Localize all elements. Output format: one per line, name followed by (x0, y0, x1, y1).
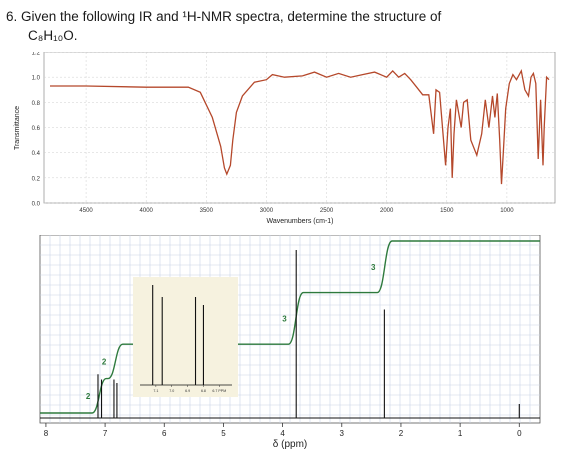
ir-x-axis-label: Wavenumbers (cm-1) (266, 218, 333, 225)
ir-x-tick-label: 4500 (79, 208, 93, 214)
nmr-inset-ticks: 7.1 7.0 6.9 6.8 6.7 PPM (153, 385, 226, 393)
nmr-x-tick-label: 7 (103, 429, 108, 438)
ir-x-tick-label: 1500 (440, 208, 454, 214)
nmr-integral-label: 3 (282, 314, 287, 323)
nmr-inset-tick-label: 7.1 (153, 389, 158, 393)
ir-y-tick-label: 0.4 (32, 151, 41, 157)
nmr-x-tick-label: 2 (399, 429, 404, 438)
question-block: 6. Given the following IR and ¹H-NMR spe… (6, 7, 566, 45)
nmr-inset-tick-label: 6.7 PPM (212, 389, 226, 393)
ir-grid (44, 52, 555, 204)
nmr-inset-peaks (140, 285, 232, 386)
nmr-inset-tick-label: 6.8 (201, 389, 206, 393)
nmr-x-tick-label: 5 (221, 429, 226, 438)
ir-trace (50, 68, 550, 185)
nmr-grid (40, 235, 540, 423)
nmr-x-tick-label: 4 (280, 429, 285, 438)
nmr-integral-label: 3 (371, 263, 376, 272)
ir-x-ticks: 4500 4000 3500 3000 2500 2000 1500 1000 (79, 208, 514, 214)
nmr-integral-labels: 2 2 3 3 (86, 263, 376, 401)
nmr-x-ticks: 8 7 6 5 4 3 2 1 0 (44, 423, 522, 438)
ir-y-tick-label: 1.0 (32, 76, 41, 82)
ir-y-tick-label: 0.0 (32, 202, 41, 208)
nmr-spectrum: 8 7 6 5 4 3 2 1 0 2 2 3 3 7.1 7.0 6.9 6.8 6.7 PPM δ (pp… (39, 235, 541, 450)
nmr-inset-frame (133, 277, 238, 397)
ir-y-axis-label: Transmittance (14, 106, 21, 150)
question-line-2: C₈H₁₀O. (6, 26, 566, 45)
question-line-1: 6. Given the following IR and ¹H-NMR spe… (6, 7, 566, 26)
ir-x-tick-label: 2000 (380, 208, 394, 214)
ir-x-tick-label: 3000 (260, 208, 274, 214)
ir-y-ticks: 0.0 0.2 0.4 0.6 0.8 1.0 1.2 (32, 52, 41, 208)
ir-y-tick-label: 0.2 (32, 176, 41, 182)
ir-spectrum: 0.0 0.2 0.4 0.6 0.8 1.0 1.2 4500 4000 3500 3000 25… (14, 52, 556, 225)
nmr-x-tick-label: 1 (458, 429, 463, 438)
ir-x-tick-label: 3500 (200, 208, 214, 214)
nmr-x-tick-label: 6 (162, 429, 167, 438)
nmr-x-tick-label: 0 (517, 429, 522, 438)
ir-y-tick-label: 0.6 (32, 126, 41, 132)
nmr-integral-label: 2 (102, 357, 107, 366)
nmr-x-axis-label: δ (ppm) (273, 439, 307, 450)
ir-x-tick-label: 4000 (140, 208, 154, 214)
ir-y-tick-label: 1.2 (32, 52, 41, 57)
ir-x-tick-label: 1000 (500, 208, 514, 214)
nmr-x-tick-label: 8 (44, 429, 49, 438)
nmr-inset: 7.1 7.0 6.9 6.8 6.7 PPM (133, 277, 238, 397)
nmr-integral-label: 2 (86, 392, 91, 401)
nmr-peaks (97, 250, 520, 418)
nmr-inset-tick-label: 6.9 (185, 389, 190, 393)
ir-y-tick-label: 0.8 (32, 101, 41, 107)
question-text: Given the following IR and ¹H-NMR spectr… (21, 9, 442, 24)
question-number: 6. (6, 9, 18, 24)
ir-x-tick-label: 2500 (320, 208, 334, 214)
nmr-x-tick-label: 3 (340, 429, 345, 438)
molecular-formula: C₈H₁₀O. (28, 28, 78, 43)
nmr-inset-tick-label: 7.0 (169, 389, 174, 393)
